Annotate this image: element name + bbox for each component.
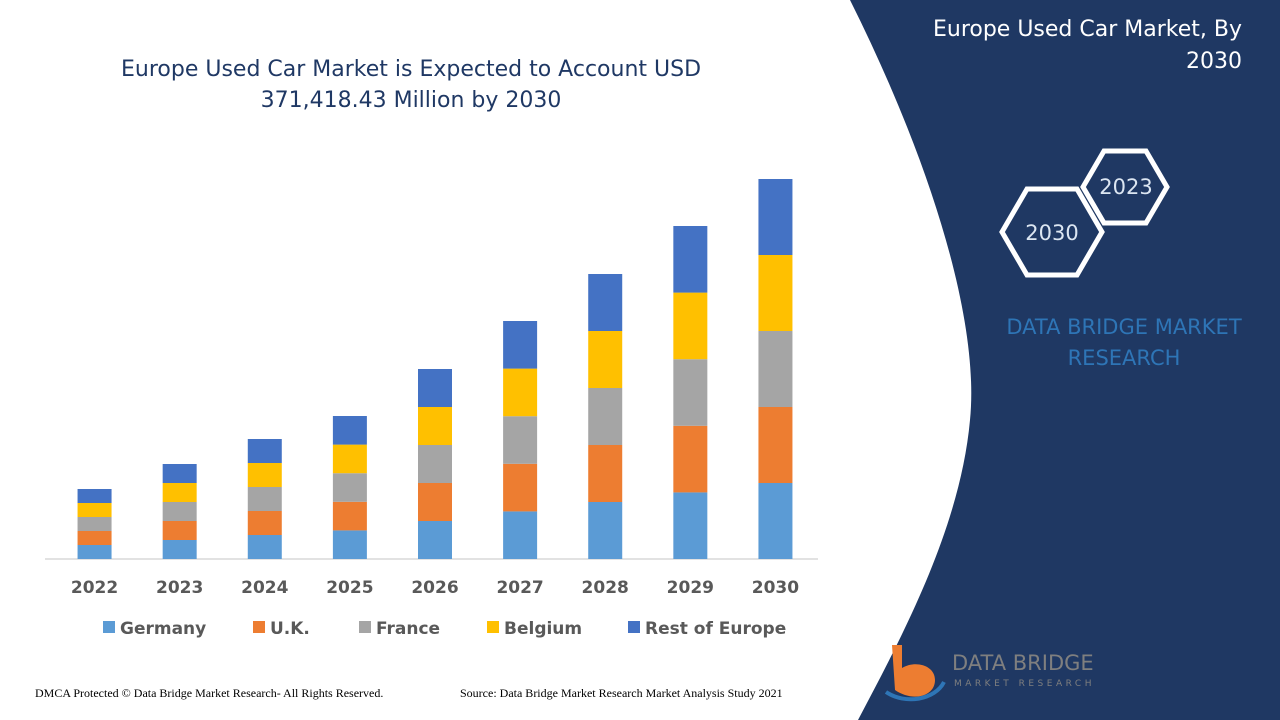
logo-name: DATA BRIDGE [952, 651, 1094, 675]
logo-mark [892, 645, 935, 697]
logo: DATA BRIDGE MARKET RESEARCH [884, 645, 1095, 702]
bar-segment [332, 473, 367, 502]
bar-segment [418, 445, 452, 483]
x-tick-label: 2027 [496, 578, 543, 598]
x-tick-label: 2025 [326, 578, 373, 598]
x-tick-label: 2024 [241, 578, 288, 598]
x-tick-label: 2023 [156, 578, 203, 598]
legend-label: U.K. [270, 619, 310, 639]
legend-swatch [359, 621, 371, 633]
brand-text: DATA BRIDGE MARKET [1006, 315, 1241, 339]
bar-segment [758, 407, 793, 483]
legend-label: Germany [120, 619, 206, 639]
hexagon [999, 186, 1105, 278]
bar-segment [588, 331, 623, 388]
bar-segment [503, 416, 538, 464]
chart-title: Europe Used Car Market is Expected to Ac… [121, 57, 701, 82]
x-tick-label: 2026 [411, 578, 458, 598]
legend-swatch [628, 621, 640, 633]
bar-segment [758, 255, 793, 331]
bar-segment [588, 388, 623, 445]
x-tick-label: 2029 [667, 578, 714, 598]
bar-segment [247, 487, 282, 511]
bar-segment [162, 521, 197, 540]
bar-segment [247, 535, 282, 559]
bar-segment [77, 503, 112, 517]
bar-segment [503, 511, 538, 559]
bar-segment [247, 439, 282, 463]
bar-segment [503, 368, 538, 417]
bar-segment [758, 179, 793, 255]
bar-segment [673, 492, 708, 559]
hexagon [1080, 148, 1170, 226]
x-tick-label: 2022 [71, 578, 118, 598]
logo-tagline: MARKET RESEARCH [954, 679, 1095, 689]
bar-segment [332, 501, 367, 531]
panel-title: Europe Used Car Market, By [933, 17, 1242, 42]
legend-label: France [376, 619, 440, 639]
bar-segment [503, 463, 538, 512]
bar-segment [247, 463, 282, 487]
legend-label: Rest of Europe [645, 619, 786, 639]
bar-segment [418, 369, 452, 407]
legend: Germany U.K. France Belgium Rest of Europe [103, 619, 786, 639]
x-tick-label: 2028 [582, 578, 629, 598]
legend-swatch [103, 621, 115, 633]
bar-segment [77, 517, 112, 531]
bar-segment [77, 489, 112, 503]
bar-segment [673, 226, 708, 293]
bar-segment [758, 483, 793, 559]
bar-segment [332, 530, 367, 559]
hex-label: 2023 [1099, 175, 1152, 199]
copyright: DMCA Protected © Data Bridge Market Rese… [35, 686, 383, 700]
bar-segment [588, 274, 623, 331]
logo-swoosh [884, 680, 946, 702]
bar-segment [503, 321, 538, 369]
bar-segment [77, 531, 112, 545]
bar-segment [588, 445, 623, 502]
panel-title: 2030 [1186, 49, 1242, 74]
legend-swatch [253, 621, 265, 633]
bar-segment [162, 464, 197, 483]
source: Source: Data Bridge Market Research Mark… [460, 686, 783, 700]
x-tick-label: 2030 [752, 578, 799, 598]
hex-label: 2030 [1025, 221, 1078, 245]
side-panel [850, 0, 1280, 720]
bar-segment [332, 416, 367, 445]
legend-label: Belgium [504, 619, 582, 639]
legend-swatch [487, 621, 499, 633]
bar-segment [758, 331, 793, 407]
bar-segment [418, 483, 452, 521]
bar-segment [162, 483, 197, 502]
bar-segment [247, 511, 282, 535]
bar-segment [673, 425, 708, 493]
bar-segment [418, 521, 452, 559]
bar-segment [77, 545, 112, 559]
bar-segment [162, 540, 197, 559]
bars: 2022 2023 2024 2025 2026 2027 2028 2029 2030 [71, 179, 799, 598]
brand-text: RESEARCH [1068, 346, 1181, 370]
bar-segment [673, 359, 708, 426]
chart-title: 371,418.43 Million by 2030 [261, 88, 562, 113]
bar-segment [418, 407, 452, 445]
bar-segment [332, 444, 367, 474]
bar-segment [588, 502, 623, 559]
bar-segment [162, 502, 197, 521]
bar-segment [673, 292, 708, 360]
